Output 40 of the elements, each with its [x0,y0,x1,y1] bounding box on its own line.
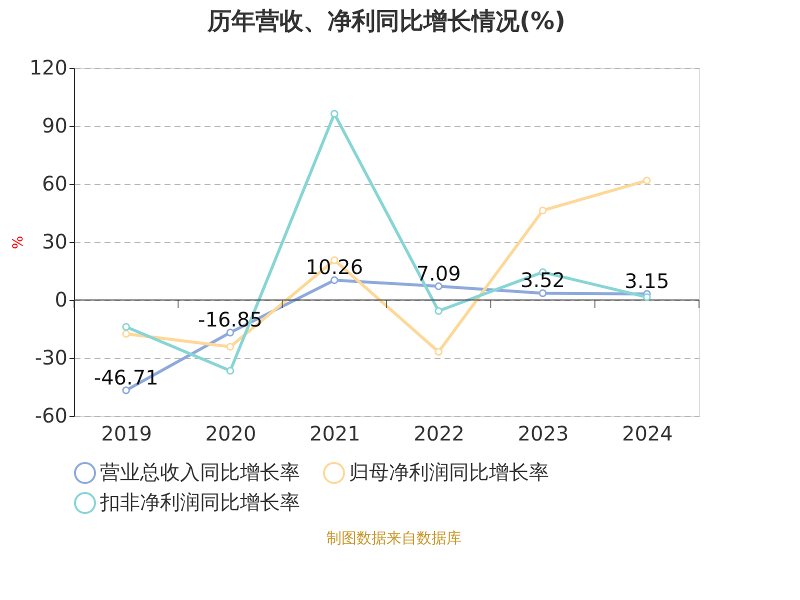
legend-label: 扣非净利润同比增长率 [99,490,300,514]
point [330,110,338,118]
point [434,307,442,315]
point [226,366,234,375]
y-tick-label: 30 [42,230,68,254]
x-tick-label: 2022 [414,422,465,446]
point [226,328,234,336]
data-label: 3.52 [520,268,566,292]
point [434,348,442,356]
point [538,206,547,214]
y-tick-label: 0 [54,288,68,312]
text: 制图数据来自数据库 [326,529,462,547]
data-label: 7.09 [416,261,461,286]
y-tick-label: 120 [29,56,68,80]
y-tick-label: 60 [42,172,68,196]
legend-label: 归母净利润同比增长率 [349,460,549,484]
x-tick-label: 2023 [518,422,569,446]
y-axis-title: % [10,236,26,250]
point [330,276,338,284]
legend-label: 营业总收入同比增长率 [100,460,300,484]
point [434,282,442,290]
y-tick-label: 90 [42,114,68,138]
data-label: -16.85 [198,308,262,332]
chart-title: 历年营收、净利同比增长情况(%) [206,7,566,35]
point [122,386,130,394]
point [538,289,547,298]
data-label: 10.26 [306,255,364,280]
x-tick-label: 2019 [101,422,152,446]
point [122,322,130,331]
data-label: -46.71 [94,365,158,390]
x-tick-label: 2024 [622,422,673,446]
point [122,330,130,338]
x-tick-label: 2021 [309,422,360,446]
data-label: 3.15 [624,268,670,293]
point [643,293,651,302]
y-tick-label: -60 [34,404,68,428]
point [226,342,234,351]
point [643,176,651,184]
x-tick-label: 2020 [205,422,256,446]
y-tick-label: -30 [34,346,68,370]
